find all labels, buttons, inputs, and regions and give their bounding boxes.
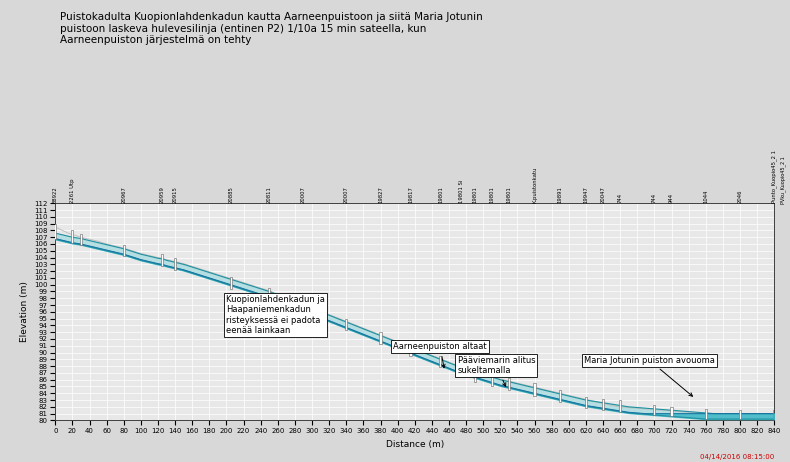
Text: 20811: 20811 xyxy=(267,186,272,203)
Bar xyxy=(653,405,656,415)
Text: Puistokadulta Kuopionlahdenkadun kautta Aarneenpuistoon ja siitä Maria Jotunin
p: Puistokadulta Kuopionlahdenkadun kautta … xyxy=(60,12,483,45)
Text: 20915: 20915 xyxy=(173,186,178,203)
Text: 20967: 20967 xyxy=(122,186,126,203)
Text: Kuopionlahdenkadun ja
Haapaniemenkadun
risteyksessä ei padota
eenää lainkaan: Kuopionlahdenkadun ja Haapaniemenkadun r… xyxy=(227,295,325,335)
Bar xyxy=(739,410,741,419)
Text: 744: 744 xyxy=(618,193,623,203)
Bar xyxy=(230,277,231,289)
Text: Maria Jotunin puiston avouoma: Maria Jotunin puiston avouoma xyxy=(584,356,715,396)
Text: 19817: 19817 xyxy=(408,186,413,203)
Text: 19947: 19947 xyxy=(584,186,589,203)
Text: 19891: 19891 xyxy=(558,186,562,203)
Text: Pääviemarin alitus
sukeltamalla: Pääviemarin alitus sukeltamalla xyxy=(457,356,535,386)
Text: PVku_Kuopio45_2 1: PVku_Kuopio45_2 1 xyxy=(781,156,786,204)
Text: 20007: 20007 xyxy=(301,186,306,203)
Bar xyxy=(508,377,510,390)
Bar xyxy=(161,254,164,267)
Bar xyxy=(773,410,775,419)
Bar xyxy=(439,356,442,367)
Bar xyxy=(55,224,56,239)
Bar xyxy=(461,363,463,377)
Text: 944: 944 xyxy=(669,193,674,203)
Bar xyxy=(671,407,672,416)
Text: 19801: 19801 xyxy=(472,186,477,203)
Text: 19801 Si: 19801 Si xyxy=(459,180,465,203)
Bar xyxy=(268,288,270,300)
Text: 19801: 19801 xyxy=(438,186,443,203)
Text: Punto_Kuopio45_2 1: Punto_Kuopio45_2 1 xyxy=(771,150,777,203)
Text: 20959: 20959 xyxy=(160,186,165,203)
Text: Aarneenpuiston altaat: Aarneenpuiston altaat xyxy=(393,342,487,368)
Y-axis label: Elevation (m): Elevation (m) xyxy=(20,281,28,342)
Bar xyxy=(533,383,536,396)
Text: K.puistonkatu: K.puistonkatu xyxy=(532,167,537,203)
Text: 2261 Utp: 2261 Utp xyxy=(70,179,75,203)
Text: 19801: 19801 xyxy=(506,186,511,203)
Bar xyxy=(379,332,382,344)
Bar xyxy=(345,319,348,330)
Text: 19801: 19801 xyxy=(489,186,495,203)
Bar xyxy=(602,399,604,410)
Bar xyxy=(559,390,562,402)
Text: 38922: 38922 xyxy=(53,187,58,203)
Text: 20885: 20885 xyxy=(228,186,233,203)
Text: 19827: 19827 xyxy=(378,186,383,203)
Bar xyxy=(122,245,125,255)
Bar xyxy=(80,234,82,245)
Text: 20047: 20047 xyxy=(600,186,605,203)
Text: 04/14/2016 08:15:00: 04/14/2016 08:15:00 xyxy=(700,454,774,460)
Text: 744: 744 xyxy=(652,193,656,203)
Bar xyxy=(585,397,587,408)
Bar xyxy=(619,400,621,412)
Bar xyxy=(473,367,476,382)
Bar xyxy=(409,345,412,356)
Bar xyxy=(174,258,176,270)
Text: 1044: 1044 xyxy=(703,190,708,203)
Bar xyxy=(303,302,305,313)
X-axis label: Distance (m): Distance (m) xyxy=(386,440,444,449)
Bar xyxy=(71,231,73,243)
Text: 2046: 2046 xyxy=(738,190,743,203)
Text: 20007: 20007 xyxy=(344,186,348,203)
Bar xyxy=(491,373,493,387)
Bar xyxy=(705,409,707,419)
